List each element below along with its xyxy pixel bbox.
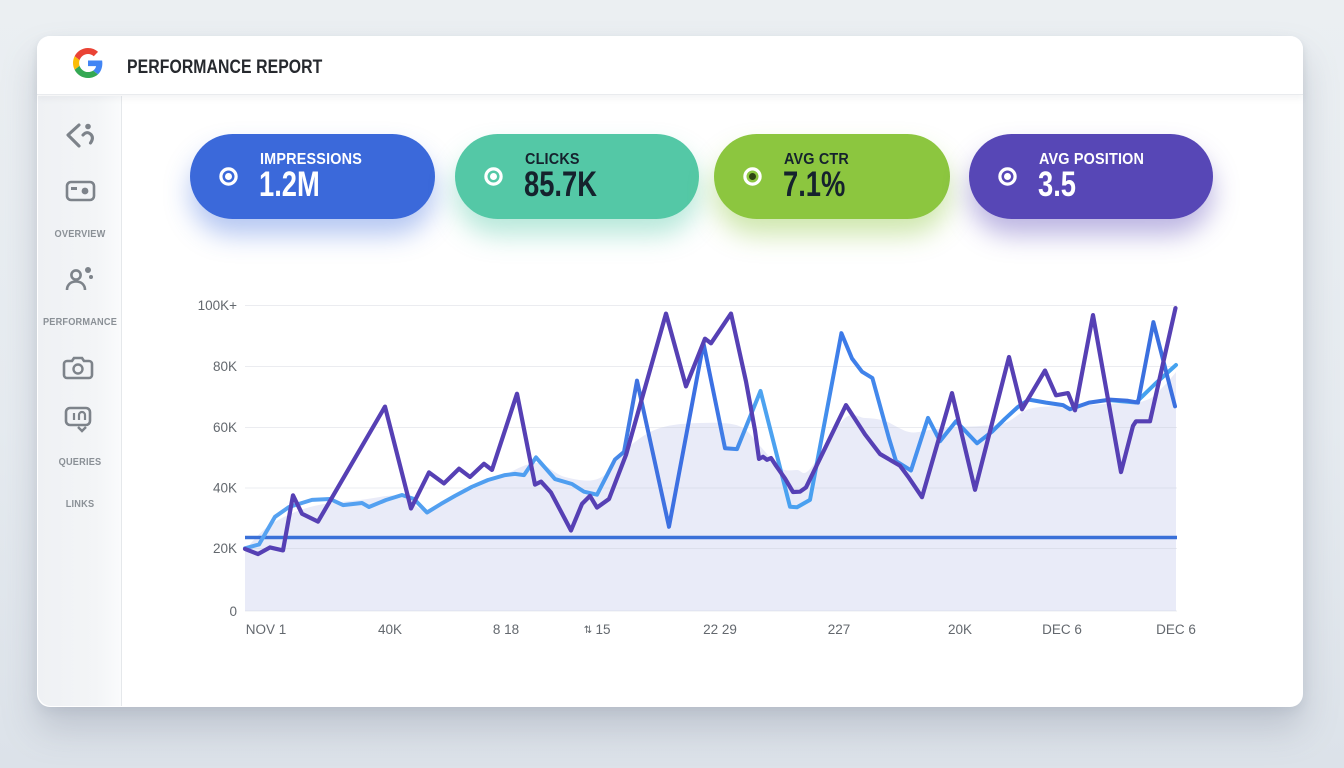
svg-text:DEC 6: DEC 6 — [1042, 622, 1082, 637]
svg-text:80K: 80K — [213, 359, 237, 374]
svg-text:227: 227 — [828, 622, 851, 637]
svg-text:40K: 40K — [378, 622, 402, 637]
svg-text:22 29: 22 29 — [703, 622, 737, 637]
svg-text:15: 15 — [595, 622, 610, 637]
svg-text:40K: 40K — [213, 481, 237, 496]
svg-text:100K+: 100K+ — [198, 298, 238, 313]
svg-text:8 18: 8 18 — [493, 622, 519, 637]
svg-text:DEC 6: DEC 6 — [1156, 622, 1196, 637]
svg-text:20K: 20K — [213, 541, 237, 556]
svg-text:20K: 20K — [948, 622, 972, 637]
svg-text:⇅: ⇅ — [584, 625, 592, 636]
svg-text:60K: 60K — [213, 420, 237, 435]
svg-text:0: 0 — [229, 604, 237, 619]
svg-text:NOV 1: NOV 1 — [246, 622, 287, 637]
